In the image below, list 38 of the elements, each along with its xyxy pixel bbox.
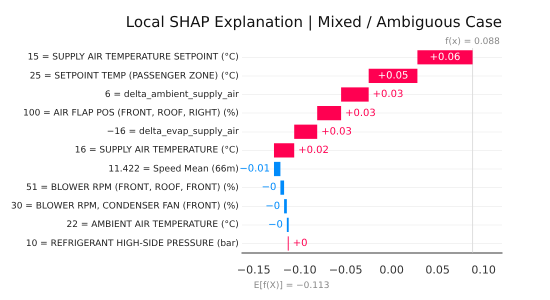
data-label: +0.05 bbox=[378, 70, 408, 82]
x-tick-label: 0.05 bbox=[425, 263, 450, 276]
data-label: +0 bbox=[292, 238, 308, 250]
x-tick-label: 0.10 bbox=[471, 263, 496, 276]
bar bbox=[274, 143, 294, 158]
bar bbox=[341, 87, 369, 102]
y-tick-label: 30 = BLOWER RPM, CONDENSER FAN (FRONT) (%) bbox=[10, 202, 239, 212]
data-label: −0 bbox=[262, 182, 276, 194]
y-tick-label: 22 = AMBIENT AIR TEMPERATURE (°C) bbox=[66, 220, 239, 230]
data-label: −0.01 bbox=[239, 164, 270, 175]
text: E[f(X)] = −0.113 bbox=[254, 280, 330, 291]
y-tick-label: 25 = SETPOINT TEMP (PASSENGER ZONE) (°C) bbox=[30, 71, 239, 82]
y-tick-label: 51 = BLOWER RPM (FRONT, ROOF, FRONT) (%) bbox=[26, 182, 239, 193]
y-tick-label: 10 = REFRIGERANT HIGH-SIDE PRESSURE (bar) bbox=[26, 238, 239, 249]
y-tick-label: −16 = delta_evap_supply_air bbox=[106, 127, 240, 138]
data-label: +0.03 bbox=[372, 89, 404, 100]
y-tick-label: 6 = delta_ambient_supply_air bbox=[104, 90, 240, 100]
y-tick-label: 100 = AIR FLAP POS (FRONT, ROOF, RIGHT) (%) bbox=[23, 108, 239, 119]
bar bbox=[274, 162, 280, 176]
data-label: −0 bbox=[268, 219, 283, 230]
data-label: −0 bbox=[265, 200, 280, 212]
data-label: +0.02 bbox=[298, 144, 329, 156]
x-tick-label: −0.15 bbox=[236, 263, 271, 276]
bar bbox=[317, 106, 342, 120]
bar bbox=[284, 199, 287, 214]
data-label: +0.03 bbox=[321, 126, 352, 138]
y-tick-label: 15 = SUPPLY AIR TEMPERATURE SETPOINT (°C) bbox=[28, 52, 239, 63]
bar bbox=[280, 180, 284, 195]
data-label: +0.06 bbox=[430, 52, 460, 63]
data-label: +0.03 bbox=[345, 108, 376, 119]
x-tick-label: −0.05 bbox=[328, 263, 363, 276]
chart-title: Local SHAP Explanation | Mixed / Ambiguous Case bbox=[126, 12, 502, 31]
x-tick-label: −0.10 bbox=[282, 263, 317, 276]
x-tick-label: 0.00 bbox=[379, 263, 404, 276]
y-tick-label: 11.422 = Speed Mean (66m) bbox=[108, 164, 239, 174]
y-tick-label: 16 = SUPPLY AIR TEMPERATURE (°C) bbox=[74, 146, 239, 156]
bar bbox=[294, 124, 318, 139]
ref-line-label: f(x) = 0.088 bbox=[445, 36, 500, 47]
